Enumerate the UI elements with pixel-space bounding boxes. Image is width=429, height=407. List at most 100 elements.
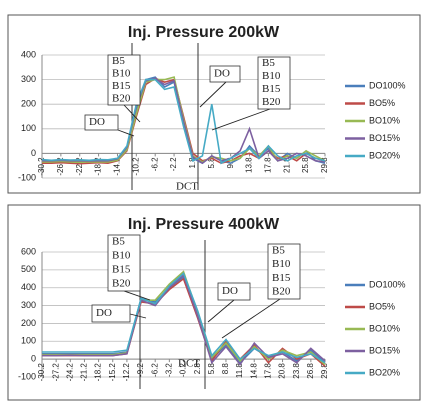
- annotation-arrow: [207, 299, 235, 323]
- annotation-text: B15: [262, 83, 281, 95]
- annotation-arrow: [129, 313, 147, 319]
- annotation-text: B20: [112, 278, 131, 290]
- x-tick-label: -30.2: [37, 157, 46, 176]
- x-tick-label: -18.2: [94, 157, 103, 176]
- x-tick-label: -27.2: [51, 363, 60, 382]
- y-tick-label: 200: [21, 99, 36, 109]
- y-tick-label: 400: [21, 49, 36, 59]
- x-tick-label: 2.8: [193, 363, 202, 375]
- x-tick-label: -30.2: [37, 363, 46, 382]
- y-tick-label: 300: [21, 300, 36, 310]
- x-tick-label: -2.2: [169, 157, 178, 171]
- x-tick-label: -6.2: [150, 157, 159, 171]
- x-tick-label: -14.2: [113, 157, 122, 176]
- legend-label: BO5%: [369, 98, 395, 108]
- annotation-box: [217, 282, 251, 301]
- x-tick-label: 20.8: [278, 363, 287, 379]
- annotation-text: B20: [262, 96, 281, 108]
- x-tick-label: -6.2: [150, 363, 159, 377]
- x-tick-label: -26.2: [56, 157, 65, 176]
- annotation-text: B10: [112, 250, 131, 262]
- x-tick-label: -24.2: [65, 363, 74, 382]
- annotation-text: B5: [262, 57, 275, 69]
- annotation-text: B10: [272, 258, 291, 270]
- legend-label: BO10%: [369, 115, 400, 125]
- x-tick-label: -15.2: [108, 363, 117, 382]
- annotation-text: DO: [96, 307, 112, 319]
- x-tick-label: -18.2: [94, 363, 103, 382]
- panel-border: [7, 204, 421, 401]
- annotation-arrow: [123, 104, 141, 123]
- y-tick-label: 0: [31, 148, 36, 158]
- annotation-text: B5: [112, 55, 125, 67]
- annotation-text: B5: [272, 244, 285, 256]
- legend-label: DO100%: [369, 80, 406, 90]
- chart-panel: Inj. Pressure 200kW -100 0 100 200 300 400 -30.…: [7, 14, 421, 194]
- chart-title: Inj. Pressure 200kW: [128, 24, 280, 41]
- legend-label: BO10%: [369, 323, 400, 333]
- annotation-text: DCT: [176, 181, 198, 193]
- x-tick-label: 25.8: [301, 157, 310, 173]
- annotation-text: DCT: [178, 358, 200, 370]
- y-tick-label: -100: [18, 172, 36, 182]
- legend-label: BO15%: [369, 133, 400, 143]
- annotation-text: DO: [222, 285, 238, 297]
- x-tick-label: 14.8: [249, 363, 258, 379]
- x-tick-label: 5.8: [207, 363, 216, 375]
- chart-panel: Inj. Pressure 400kW -100 0 100 200 300 400 500 6…: [7, 204, 421, 401]
- annotation-box: [267, 243, 301, 300]
- annotation-text: B15: [112, 80, 131, 92]
- x-tick-label: -21.2: [80, 363, 89, 382]
- x-tick-label: 17.8: [264, 363, 273, 379]
- x-tick-label: 21.8: [282, 157, 291, 173]
- annotation-arrow: [221, 298, 281, 339]
- y-tick-label: 500: [21, 264, 36, 274]
- y-tick-label: 200: [21, 318, 36, 328]
- y-tick-label: 100: [21, 336, 36, 346]
- annotation-text: DO: [214, 68, 230, 80]
- annotation-text: B10: [112, 67, 131, 79]
- series-line: [42, 272, 326, 364]
- legend-label: BO20%: [369, 150, 400, 160]
- x-tick-label: 26.8: [306, 363, 315, 379]
- x-tick-label: 1.8: [188, 157, 197, 169]
- annotation-arrow: [117, 129, 135, 137]
- y-tick-label: -100: [18, 371, 36, 381]
- annotation-text: B15: [272, 272, 291, 284]
- y-tick-label: 400: [21, 282, 36, 292]
- annotation-box: [209, 65, 241, 83]
- x-tick-label: 13.8: [245, 157, 254, 173]
- x-tick-label: -0.2: [179, 363, 188, 377]
- chart-title: Inj. Pressure 400kW: [128, 216, 280, 233]
- annotation-arrow: [211, 108, 271, 131]
- y-tick-label: 300: [21, 74, 36, 84]
- annotation-text: DO: [89, 116, 105, 128]
- annotation-box: [257, 56, 291, 110]
- annotation-box: [107, 234, 141, 292]
- annotation-text: B20: [112, 92, 131, 104]
- x-tick-label: 17.8: [264, 157, 273, 173]
- x-tick-label: -3.2: [164, 363, 173, 377]
- x-tick-label: 11.8: [235, 363, 244, 379]
- annotation-box: [107, 54, 141, 106]
- legend-label: BO20%: [369, 367, 400, 377]
- y-tick-label: 0: [31, 354, 36, 364]
- x-tick-label: -10.2: [131, 157, 140, 176]
- annotation-box: [91, 304, 131, 323]
- y-tick-label: 100: [21, 123, 36, 133]
- x-tick-label: 5.8: [207, 157, 216, 169]
- annotation-box: [84, 114, 119, 131]
- annotation-arrow: [199, 81, 227, 108]
- annotation-text: B10: [262, 70, 281, 82]
- x-tick-label: 8.8: [221, 363, 230, 375]
- series-line: [41, 78, 326, 165]
- annotation-arrow: [123, 290, 151, 301]
- x-tick-label: 29.8: [320, 157, 329, 173]
- legend-label: BO15%: [369, 345, 400, 355]
- x-tick-label: 29.8: [320, 363, 329, 379]
- annotation-text: B20: [272, 286, 291, 298]
- y-tick-label: 600: [21, 246, 36, 256]
- x-tick-label: -22.2: [75, 157, 84, 176]
- annotation-text: B15: [112, 264, 131, 276]
